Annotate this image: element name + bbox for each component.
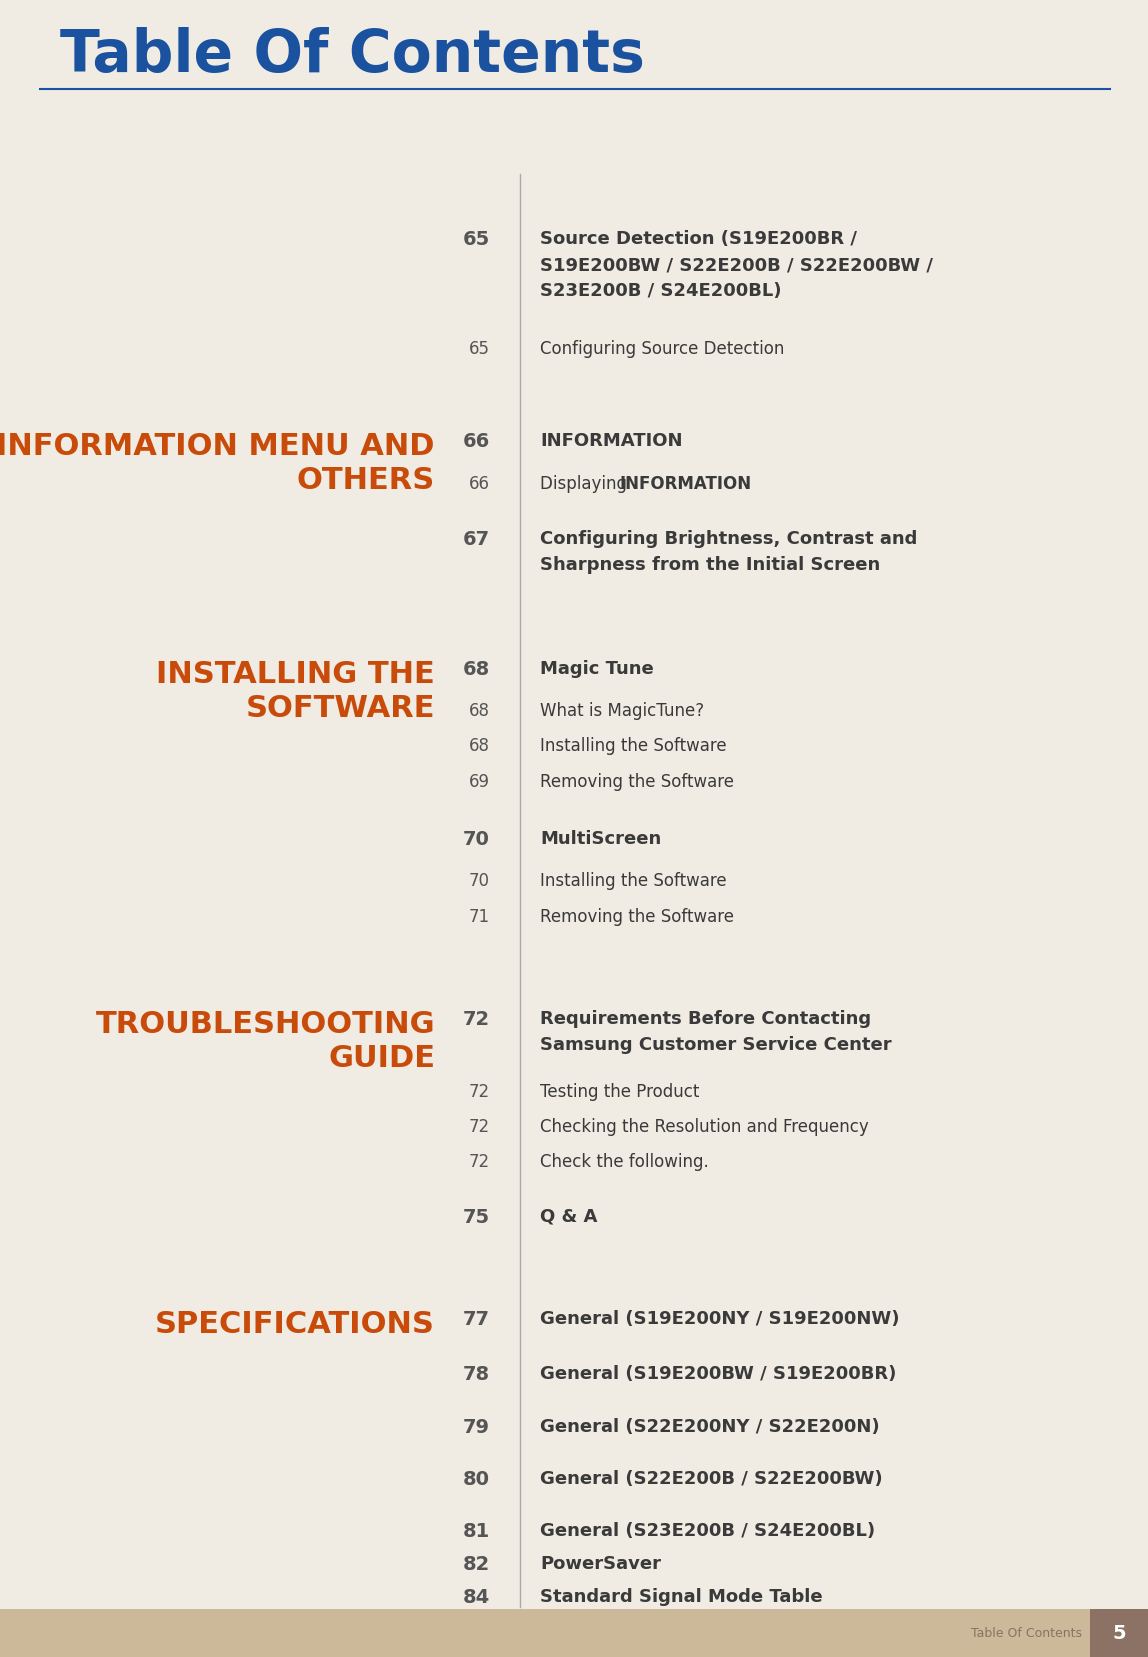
Text: Installing the Software: Installing the Software (540, 872, 727, 890)
Text: S23E200B / S24E200BL): S23E200B / S24E200BL) (540, 282, 782, 300)
Text: Checking the Resolution and Frequency: Checking the Resolution and Frequency (540, 1117, 869, 1135)
Text: INFORMATION MENU AND: INFORMATION MENU AND (0, 432, 435, 461)
Text: 82: 82 (463, 1554, 490, 1572)
Text: General (S19E200BW / S19E200BR): General (S19E200BW / S19E200BR) (540, 1364, 897, 1382)
Text: What is MagicTune?: What is MagicTune? (540, 701, 704, 719)
Text: 70: 70 (470, 872, 490, 890)
Text: General (S22E200NY / S22E200N): General (S22E200NY / S22E200N) (540, 1417, 879, 1435)
Text: Testing the Product: Testing the Product (540, 1082, 699, 1100)
Text: INSTALLING THE: INSTALLING THE (156, 659, 435, 689)
Text: Q & A: Q & A (540, 1208, 597, 1225)
Bar (1089, 1609, 1148, 1657)
Text: 68: 68 (470, 701, 490, 719)
Text: Check the following.: Check the following. (540, 1152, 708, 1170)
Text: 72: 72 (463, 1009, 490, 1029)
Text: 80: 80 (463, 1470, 490, 1488)
Text: SOFTWARE: SOFTWARE (246, 694, 435, 722)
Text: Configuring Brightness, Contrast and: Configuring Brightness, Contrast and (540, 530, 917, 548)
Text: Removing the Software: Removing the Software (540, 908, 734, 926)
Text: 66: 66 (463, 432, 490, 451)
Text: 68: 68 (470, 737, 490, 754)
Text: GUIDE: GUIDE (328, 1044, 435, 1072)
Text: General (S19E200NY / S19E200NW): General (S19E200NY / S19E200NW) (540, 1309, 900, 1327)
Text: General (S23E200B / S24E200BL): General (S23E200B / S24E200BL) (540, 1521, 875, 1539)
Text: 66: 66 (470, 474, 490, 492)
Text: Standard Signal Mode Table: Standard Signal Mode Table (540, 1587, 823, 1606)
Text: Configuring Source Detection: Configuring Source Detection (540, 340, 784, 358)
Text: Source Detection (S19E200BR /: Source Detection (S19E200BR / (540, 230, 858, 249)
Text: Installing the Software: Installing the Software (540, 737, 727, 754)
Text: MultiScreen: MultiScreen (540, 830, 661, 847)
Text: 75: 75 (463, 1208, 490, 1226)
Text: 65: 65 (470, 340, 490, 358)
Text: PowerSaver: PowerSaver (540, 1554, 661, 1572)
Text: Magic Tune: Magic Tune (540, 659, 653, 678)
Text: 65: 65 (463, 230, 490, 249)
Text: 67: 67 (463, 530, 490, 548)
Text: 72: 72 (468, 1082, 490, 1100)
Text: 72: 72 (468, 1117, 490, 1135)
Text: 72: 72 (468, 1152, 490, 1170)
Text: General (S22E200B / S22E200BW): General (S22E200B / S22E200BW) (540, 1470, 883, 1486)
Text: SPECIFICATIONS: SPECIFICATIONS (155, 1309, 435, 1339)
Text: 69: 69 (470, 772, 490, 790)
Text: INFORMATION: INFORMATION (540, 432, 683, 449)
Text: TROUBLESHOOTING: TROUBLESHOOTING (95, 1009, 435, 1039)
Text: 81: 81 (463, 1521, 490, 1539)
Text: 84: 84 (463, 1587, 490, 1606)
Text: INFORMATION: INFORMATION (619, 474, 751, 492)
Text: Removing the Software: Removing the Software (540, 772, 734, 790)
Text: Sharpness from the Initial Screen: Sharpness from the Initial Screen (540, 555, 881, 573)
Text: 78: 78 (463, 1364, 490, 1384)
Text: 68: 68 (463, 659, 490, 679)
Text: Table Of Contents: Table Of Contents (60, 27, 645, 83)
Text: Requirements Before Contacting: Requirements Before Contacting (540, 1009, 871, 1027)
Text: 79: 79 (463, 1417, 490, 1437)
Text: OTHERS: OTHERS (296, 466, 435, 495)
Text: 70: 70 (463, 830, 490, 848)
Text: Samsung Customer Service Center: Samsung Customer Service Center (540, 1036, 892, 1054)
Text: 71: 71 (468, 908, 490, 926)
Text: Table Of Contents: Table Of Contents (971, 1627, 1083, 1639)
Text: S19E200BW / S22E200B / S22E200BW /: S19E200BW / S22E200B / S22E200BW / (540, 255, 933, 273)
Text: 5: 5 (1112, 1624, 1126, 1642)
Bar (0, 1609, 1148, 1657)
Text: 77: 77 (463, 1309, 490, 1329)
Text: Displaying: Displaying (540, 474, 633, 492)
